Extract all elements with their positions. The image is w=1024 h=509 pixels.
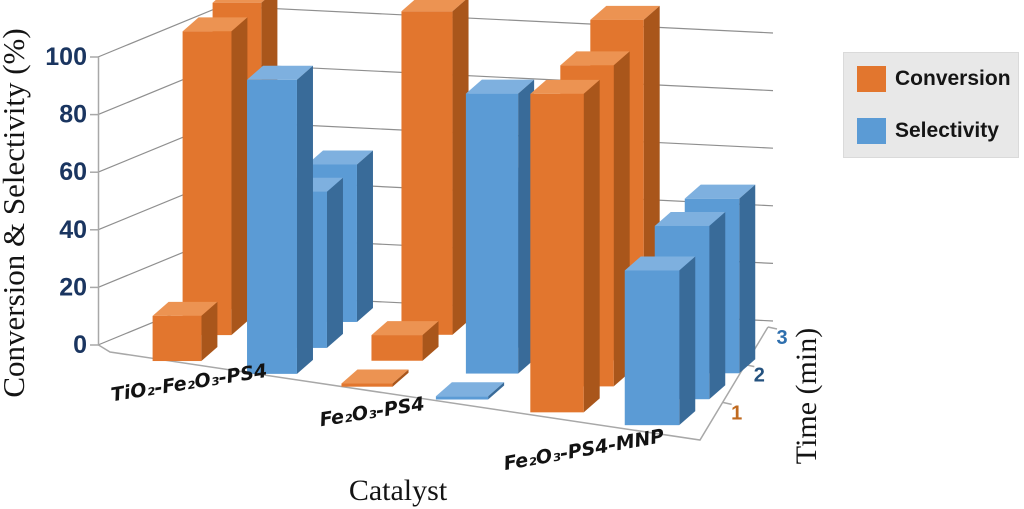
bar-side-face [356, 150, 373, 322]
bar-top-face [684, 184, 756, 199]
bar-top-face [560, 51, 630, 66]
bar-top-face [435, 382, 505, 397]
bar-side-face [231, 17, 248, 336]
bar-selectivity-cat1-time1 [247, 65, 313, 374]
x-tick-catalyst-1: TiO₂-Fe₂O₃-PS4 [109, 360, 268, 406]
bar-top-face [212, 0, 265, 3]
bar-selectivity-cat2-time1 [435, 382, 505, 400]
legend-item-conversion: Conversion [857, 66, 1018, 92]
bar-front-face [371, 335, 423, 361]
bar-front-face [435, 396, 489, 400]
z-tickmark-1 [722, 401, 732, 406]
bar-selectivity-cat3-time1 [624, 256, 696, 426]
z-tick-2: 2 [754, 365, 765, 387]
bar-top-face [654, 211, 726, 226]
bar-front-face [530, 93, 584, 413]
bar-side-face [679, 256, 696, 426]
bar-side-face [739, 184, 756, 374]
bar-front-face [465, 93, 519, 374]
bar-top-face [530, 79, 600, 94]
y-tick-20: 20 [59, 273, 87, 301]
bar-side-face [326, 177, 343, 348]
bar-selectivity-cat2-time2 [465, 79, 535, 374]
y-tick-80: 80 [59, 101, 87, 129]
bar-conversion-cat2-time3 [401, 0, 469, 335]
bar-top-face [182, 17, 248, 32]
bar-conversion-cat2-time2 [371, 321, 439, 361]
bar-conversion-cat1-time2 [182, 17, 248, 336]
x-tick-catalyst-2: Fe₂O₃-PS4 [318, 393, 426, 431]
bar-top-face [465, 79, 535, 94]
bar-top-face [247, 65, 313, 80]
bar-front-face [401, 11, 453, 335]
z-tick-1: 1 [731, 402, 742, 424]
bar-top-face [401, 0, 466, 12]
x-tick-catalyst-3: Fe₂O₃-PS4-MNP [502, 425, 666, 475]
bar-front-face [247, 79, 297, 374]
bar-top-face [307, 150, 373, 165]
bar-front-face [624, 270, 680, 426]
x-axis-title: Catalyst [349, 474, 448, 507]
y-tick-60: 60 [59, 158, 87, 186]
bar-side-face [452, 0, 469, 335]
z-tick-3: 3 [776, 327, 787, 349]
bar-front-face [341, 383, 393, 387]
z-tickmark-3 [767, 326, 778, 330]
bar-conversion-cat3-time1 [530, 79, 600, 413]
bar-conversion-cat1-time1 [152, 301, 218, 362]
y-tick-100: 100 [45, 43, 87, 71]
bar-side-face [422, 321, 439, 361]
legend-label-conversion: Conversion [895, 67, 1011, 90]
bar-top-face [371, 321, 439, 336]
legend: Conversion Selectivity [843, 52, 1019, 158]
bar-front-face [182, 31, 232, 336]
legend-label-selectivity: Selectivity [895, 119, 999, 142]
bars [152, 0, 756, 426]
bar-side-face [296, 65, 313, 374]
bar-side-face [488, 382, 505, 400]
y-axis-title: Conversion & Selectivity (%) [0, 28, 31, 397]
bar-side-face [518, 79, 535, 374]
bar-top-face [590, 5, 660, 20]
bar-top-face [152, 301, 218, 316]
bar-side-face [201, 301, 218, 362]
bar-top-face [624, 256, 696, 271]
y-tick-0: 0 [73, 331, 87, 359]
bar-side-face [392, 369, 409, 387]
z-axis-title: Time (min) [790, 328, 823, 464]
selectivity-swatch [857, 118, 886, 144]
bar-conversion-cat2-time1 [341, 369, 409, 387]
bar-front-face [152, 315, 202, 362]
bar-side-face [709, 211, 726, 400]
legend-item-selectivity: Selectivity [857, 118, 1018, 144]
bar-side-face [583, 79, 600, 413]
conversion-swatch [857, 66, 886, 92]
axes [90, 56, 778, 441]
y-tick-40: 40 [59, 216, 87, 244]
bar-top-face [341, 369, 409, 384]
